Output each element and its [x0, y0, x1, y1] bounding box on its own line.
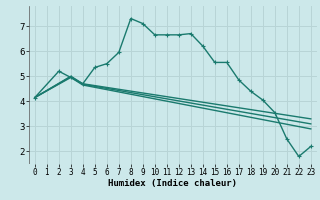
X-axis label: Humidex (Indice chaleur): Humidex (Indice chaleur)	[108, 179, 237, 188]
